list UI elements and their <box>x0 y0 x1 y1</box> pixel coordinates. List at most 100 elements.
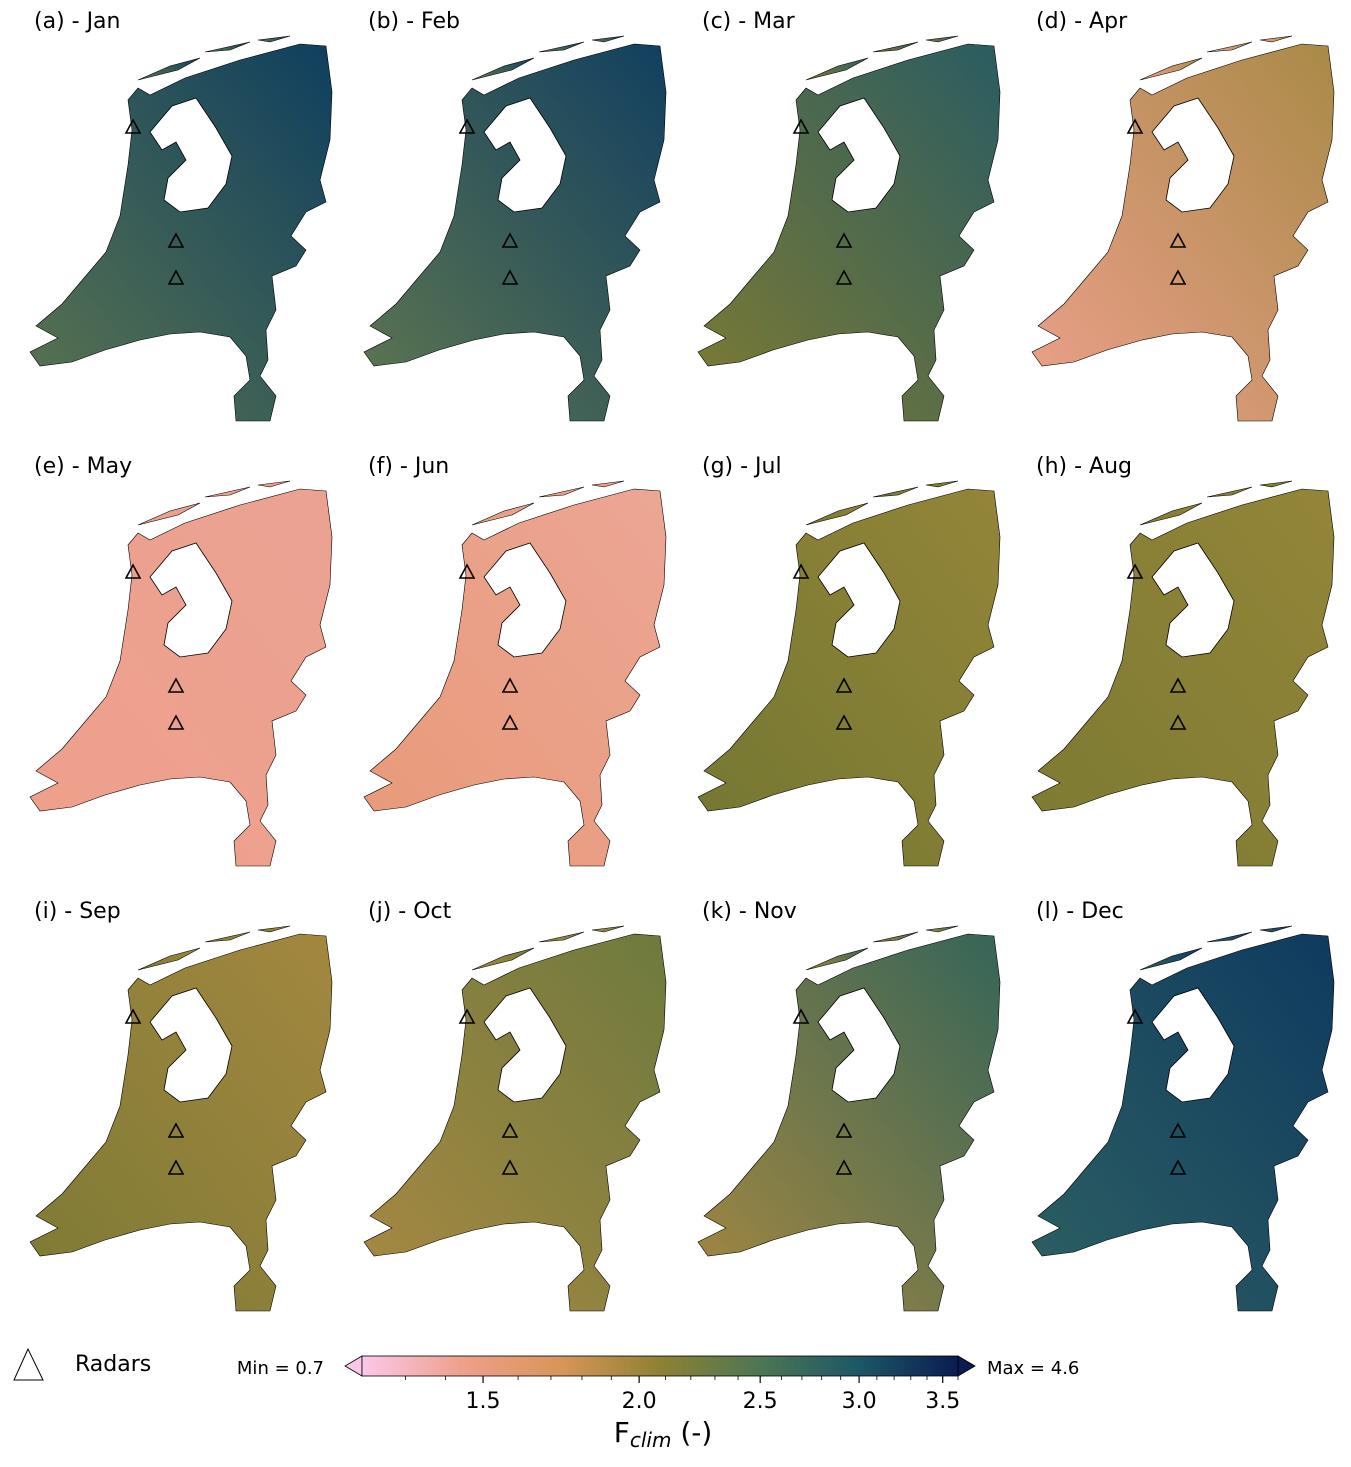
map-panel: (b) - Feb <box>363 9 667 422</box>
island <box>471 502 535 526</box>
radar <box>792 1008 810 1024</box>
island <box>1206 486 1253 498</box>
island <box>925 925 959 933</box>
lake <box>483 987 567 1103</box>
radar <box>835 1122 853 1138</box>
lake <box>149 987 233 1103</box>
colorbar-title-sub: clim <box>630 1428 672 1452</box>
map-panel: (l) - Dec <box>1031 899 1335 1312</box>
island <box>538 486 585 498</box>
island <box>1206 931 1253 943</box>
radar <box>835 677 853 693</box>
radar <box>1169 1122 1187 1138</box>
colorbar <box>361 1355 959 1377</box>
radar <box>501 269 519 285</box>
land <box>1031 488 1335 867</box>
radar <box>835 1159 853 1175</box>
lake <box>817 987 901 1103</box>
island <box>471 57 535 81</box>
colorbar-title-main: F <box>614 1416 630 1449</box>
map-panel: (g) - Jul <box>697 454 1001 867</box>
island <box>1206 41 1253 53</box>
radar <box>458 563 476 579</box>
map-panel: (e) - May <box>29 454 333 867</box>
panel-title: (e) - May <box>34 454 132 479</box>
radar <box>1169 714 1187 730</box>
panel-title: (j) - Oct <box>368 899 452 924</box>
map-panel: (f) - Jun <box>363 454 667 867</box>
island <box>805 947 869 971</box>
lake <box>149 542 233 658</box>
colorbar-min-label: Min = 0.7 <box>237 1358 324 1379</box>
colorbar-title-unit: (-) <box>671 1416 712 1449</box>
legend-label: Radars <box>75 1352 151 1377</box>
radar <box>1169 232 1187 248</box>
colorbar-extend-max <box>957 1355 976 1377</box>
panel-title: (l) - Dec <box>1036 899 1124 924</box>
land <box>697 933 1001 1312</box>
island <box>925 480 959 488</box>
island <box>805 502 869 526</box>
island <box>591 925 625 933</box>
radar <box>1169 677 1187 693</box>
radar <box>124 563 142 579</box>
island <box>1139 502 1203 526</box>
island <box>925 35 959 43</box>
map-panel: (j) - Oct <box>363 899 667 1312</box>
colorbar-tick-label: 2.5 <box>743 1389 778 1414</box>
colorbar-title: Fclim (-) <box>614 1416 713 1452</box>
lake <box>1151 987 1235 1103</box>
panel-title: (b) - Feb <box>368 9 460 34</box>
island <box>538 41 585 53</box>
island <box>257 480 291 488</box>
land <box>1031 933 1335 1312</box>
map-panel: (h) - Aug <box>1031 454 1335 867</box>
map-panel: (d) - Apr <box>1031 9 1335 422</box>
panel-title: (c) - Mar <box>702 9 796 34</box>
radar <box>1126 118 1144 134</box>
map-panel: (k) - Nov <box>697 899 1001 1312</box>
island <box>591 480 625 488</box>
island <box>257 925 291 933</box>
radar <box>835 232 853 248</box>
island <box>1259 925 1293 933</box>
lake <box>817 97 901 213</box>
panel-title: (a) - Jan <box>34 9 121 34</box>
map-panel: (a) - Jan <box>29 9 333 422</box>
panel-title: (g) - Jul <box>702 454 782 479</box>
radar <box>501 714 519 730</box>
radar <box>167 269 185 285</box>
radar <box>124 1008 142 1024</box>
radar <box>167 1122 185 1138</box>
radar <box>1126 1008 1144 1024</box>
radar <box>501 1122 519 1138</box>
panel-title: (i) - Sep <box>34 899 121 924</box>
island <box>1139 947 1203 971</box>
radar <box>167 1159 185 1175</box>
radar <box>1169 269 1187 285</box>
land <box>29 488 333 867</box>
island <box>805 57 869 81</box>
island <box>204 931 251 943</box>
lake <box>817 542 901 658</box>
island <box>1139 57 1203 81</box>
radar <box>167 232 185 248</box>
land <box>363 488 667 867</box>
island <box>591 35 625 43</box>
land <box>29 43 333 422</box>
island <box>204 486 251 498</box>
radar <box>1126 563 1144 579</box>
panel-title: (d) - Apr <box>1036 9 1128 34</box>
radar <box>501 677 519 693</box>
island <box>257 35 291 43</box>
island <box>872 486 919 498</box>
colorbar-max-label: Max = 4.6 <box>987 1358 1079 1379</box>
radar <box>792 563 810 579</box>
island <box>872 931 919 943</box>
island <box>137 947 201 971</box>
colorbar-tick-label: 3.5 <box>925 1389 960 1414</box>
panel-title: (k) - Nov <box>702 899 797 924</box>
island <box>137 502 201 526</box>
lake <box>149 97 233 213</box>
